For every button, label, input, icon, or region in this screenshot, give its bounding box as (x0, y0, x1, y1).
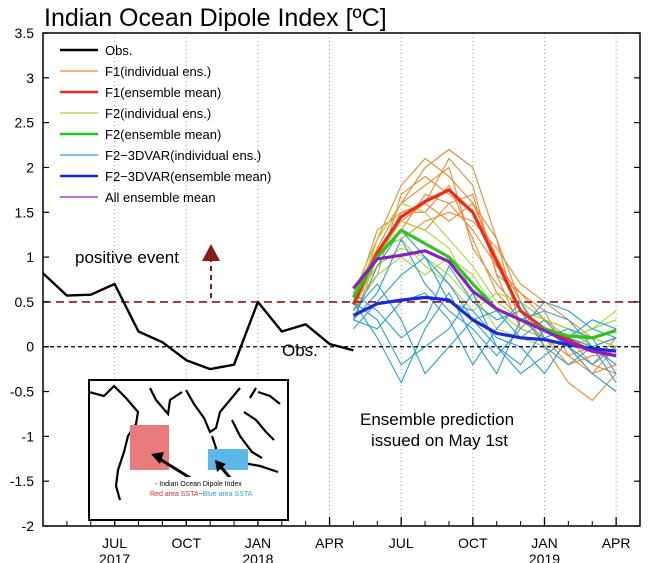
positive-event-label: positive event (75, 248, 179, 267)
series-line (352, 249, 617, 358)
land-outline (88, 384, 281, 501)
ensemble-member-line (352, 237, 617, 357)
legend-label: F1(ensemble mean) (105, 85, 221, 100)
arrow-head-icon (215, 460, 226, 472)
ensemble-member-line (352, 291, 617, 384)
y-tick-label: -1 (22, 428, 35, 444)
reference-lines (43, 301, 640, 348)
map-blue-label: Blue area SSTA (203, 491, 253, 498)
arrow-head-icon (202, 244, 220, 261)
legend-label: Obs. (105, 43, 132, 58)
map-caption: - Indian Ocean Dipole Index (155, 481, 242, 488)
x-tick-label: JUL (389, 535, 414, 551)
legend-label: All ensemble mean (105, 190, 216, 205)
y-tick-label: 1.5 (15, 204, 35, 220)
series-lines (42, 188, 617, 371)
map-caption-background (148, 477, 248, 500)
series-line (352, 295, 617, 353)
y-axis: 3.5 3 2.5 2 1.5 1 0.5 0 -0.5 -1 -1.5 -2 (10, 25, 640, 534)
x-tick-label: OCT (171, 535, 201, 551)
x-tick-label: JAN (531, 535, 557, 551)
positive-event-annotation: positive event (75, 244, 220, 298)
legend-label: F2(individual ens.) (105, 106, 211, 121)
blue-area (208, 449, 248, 470)
red-area (130, 425, 169, 470)
map-formula: Red area SSTA−Blue area SSTA (150, 491, 253, 498)
y-tick-label: 3.5 (15, 25, 35, 41)
series-line (351, 188, 617, 358)
arrow-head-icon (151, 452, 164, 464)
x-year-label: 2017 (99, 551, 130, 563)
obs-label: Obs. (282, 341, 318, 360)
map-minus: − (199, 491, 203, 498)
issued-date-label: issued on May 1st (371, 431, 508, 450)
ensemble-members (352, 148, 617, 402)
x-year-label: 2019 (529, 551, 560, 563)
inset-map: - Indian Ocean Dipole Index Red area SST… (88, 379, 289, 521)
series-line (42, 272, 354, 371)
x-year-label: 2018 (242, 551, 273, 563)
ensemble-member-line (353, 291, 617, 383)
y-tick-label: 3 (26, 70, 34, 86)
x-tick-label: JAN (245, 535, 271, 551)
y-tick-label: 2 (26, 159, 34, 175)
ensemble-member-line (352, 283, 617, 375)
ensemble-prediction-label: Ensemble prediction (360, 410, 514, 429)
y-tick-label: -1.5 (10, 473, 34, 489)
y-tick-label: 0.5 (15, 294, 35, 310)
legend: Obs. F1(individual ens.) F1(ensemble mean)… (60, 43, 271, 205)
x-tick-label: APR (602, 535, 631, 551)
y-tick-label: 0 (26, 339, 34, 355)
x-tick-label: APR (315, 535, 344, 551)
map-caption-text: Indian Ocean Dipole Index (159, 481, 242, 488)
y-tick-label: 2.5 (15, 115, 35, 131)
legend-label: F2−3DVAR(individual ens.) (105, 148, 261, 163)
y-tick-label: -0.5 (10, 384, 34, 400)
x-tick-label: JUL (102, 535, 127, 551)
legend-label: F2(ensemble mean) (105, 127, 221, 142)
series-line (352, 228, 617, 340)
x-tick-label: OCT (458, 535, 488, 551)
map-red-label: Red area SSTA (150, 491, 199, 498)
chart-title: Indian Ocean Dipole Index [ºC] (44, 4, 387, 32)
y-tick-label: -2 (22, 518, 35, 534)
legend-label: F2−3DVAR(ensemble mean) (105, 169, 271, 184)
plot-frame (42, 32, 641, 527)
arrow-to-red-area (157, 456, 193, 481)
y-tick-label: 1 (26, 249, 34, 265)
legend-label: F1(individual ens.) (105, 64, 211, 79)
ensemble-member-line (353, 264, 617, 366)
